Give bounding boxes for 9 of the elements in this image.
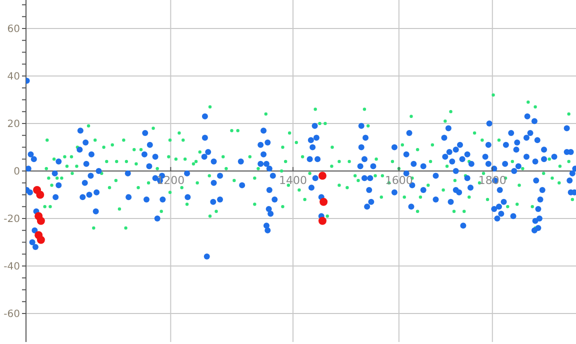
y-tick-label: -40	[4, 262, 20, 273]
x-tick-label: 1400	[278, 174, 307, 187]
y-tick-label: 60	[7, 24, 20, 36]
y-tick-label: -60	[4, 309, 20, 320]
y-tick-label: 0	[14, 166, 20, 178]
y-tick-label: 20	[7, 119, 20, 130]
y-tick-label: -20	[4, 214, 20, 226]
y-tick-label: 40	[7, 72, 20, 83]
x-tick-label: 1600	[384, 174, 413, 187]
